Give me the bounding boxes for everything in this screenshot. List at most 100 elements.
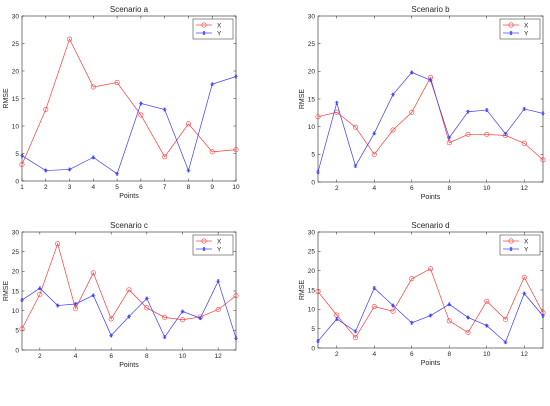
data-point-Y: [428, 313, 433, 318]
series-X: [315, 266, 546, 341]
data-point-X: [108, 316, 114, 322]
data-point-Y: [43, 168, 48, 173]
y-axis-label: RMSE: [299, 280, 306, 301]
chart-title: Scenario d: [411, 221, 449, 230]
data-point-X: [484, 298, 490, 304]
data-point-Y: [334, 317, 339, 321]
data-point-X: [521, 274, 527, 280]
series-line-X: [21, 38, 237, 165]
data-point-X: [114, 80, 120, 86]
data-point-Y: [503, 131, 508, 136]
legend-marker-X: [201, 238, 207, 244]
legend-label-Y: Y: [217, 30, 222, 37]
y-tick-label: 30: [12, 13, 20, 20]
legend-marker-Y: [509, 31, 513, 35]
x-tick-label: 10: [179, 353, 187, 360]
series-line-X: [317, 268, 544, 339]
data-point-X: [371, 304, 377, 310]
data-point-Y: [127, 314, 131, 319]
data-point-X: [162, 314, 168, 320]
x-tick-label: 2: [44, 184, 48, 191]
x-axis-label: Points: [421, 360, 441, 367]
y-tick-label: 10: [308, 307, 316, 314]
x-axis-label: Points: [119, 193, 139, 200]
data-point-Y: [447, 135, 452, 140]
data-point-X: [446, 318, 452, 324]
x-tick-label: 2: [38, 353, 42, 360]
data-point-Y: [391, 303, 395, 308]
data-point-Y: [503, 340, 508, 345]
x-tick-label: 4: [74, 353, 78, 360]
data-point-Y: [91, 293, 96, 298]
data-point-X: [502, 316, 508, 322]
data-point-X: [352, 335, 358, 341]
y-tick-label: 25: [308, 41, 316, 48]
data-point-X: [90, 270, 96, 276]
data-point-Y: [55, 303, 60, 308]
chart-legend: XY: [499, 234, 541, 256]
y-tick-label: 20: [308, 69, 316, 76]
data-point-X: [90, 84, 96, 90]
y-tick-label: 5: [311, 152, 315, 159]
series-Y: [316, 286, 545, 345]
x-tick-label: 8: [145, 353, 149, 360]
legend-label-X: X: [524, 238, 529, 245]
data-point-X: [465, 330, 471, 336]
x-tick-label: 4: [92, 184, 96, 191]
data-point-X: [73, 306, 79, 312]
data-point-X: [185, 121, 191, 127]
x-tick-label: 7: [163, 184, 167, 191]
data-point-Y: [234, 336, 238, 341]
legend-box: [192, 18, 234, 40]
data-point-Y: [216, 279, 221, 284]
data-point-Y: [316, 339, 320, 344]
data-point-Y: [37, 286, 42, 291]
data-point-X: [465, 131, 471, 137]
data-point-Y: [522, 291, 527, 296]
y-tick-label: 20: [12, 68, 20, 75]
series-Y: [20, 74, 238, 176]
data-point-Y: [210, 82, 215, 87]
legend-label-Y: Y: [217, 246, 222, 253]
y-tick-label: 5: [311, 326, 315, 333]
chart-panel-3: Scenario c 0 5 10 15 20 25 30 2 4 6 8 10 12 Points RMSE…: [3, 221, 239, 369]
data-point-X: [409, 109, 415, 115]
data-point-X: [126, 287, 132, 293]
data-point-Y: [316, 170, 320, 175]
series-line-Y: [21, 76, 237, 175]
data-point-Y: [115, 171, 120, 176]
data-point-Y: [67, 167, 72, 172]
y-tick-label: 20: [12, 269, 20, 276]
x-tick-label: 12: [521, 185, 529, 192]
data-point-Y: [391, 92, 395, 97]
chart-title: Scenario b: [411, 5, 450, 14]
legend-box: [192, 234, 234, 256]
legend-marker-X: [508, 22, 514, 28]
x-tick-label: 9: [210, 184, 214, 191]
y-tick-label: 25: [12, 41, 20, 48]
data-point-X: [67, 36, 73, 42]
data-point-Y: [144, 296, 149, 301]
series-Y: [316, 70, 545, 175]
x-tick-label: 1: [20, 184, 24, 191]
data-point-Y: [162, 107, 167, 112]
data-point-Y: [409, 320, 414, 325]
data-point-Y: [428, 78, 433, 83]
data-point-X: [371, 151, 377, 157]
x-tick-label: 8: [447, 185, 451, 192]
data-point-Y: [541, 111, 545, 116]
x-tick-label: 10: [483, 351, 491, 358]
y-tick-label: 10: [12, 123, 20, 130]
data-point-X: [180, 317, 186, 323]
chart-panel-4: Scenario d 0 5 10 15 20 25 30 2 4 6 8 10 12 Points RMSE…: [299, 221, 546, 367]
data-point-Y: [409, 70, 414, 75]
x-tick-label: 5: [115, 184, 119, 191]
chart-legend: XY: [192, 234, 234, 256]
y-tick-label: 5: [15, 151, 19, 158]
data-point-X: [43, 107, 49, 113]
data-point-Y: [484, 108, 489, 113]
data-point-Y: [466, 109, 470, 114]
data-point-Y: [484, 323, 489, 328]
x-axis-label: Points: [421, 194, 441, 201]
